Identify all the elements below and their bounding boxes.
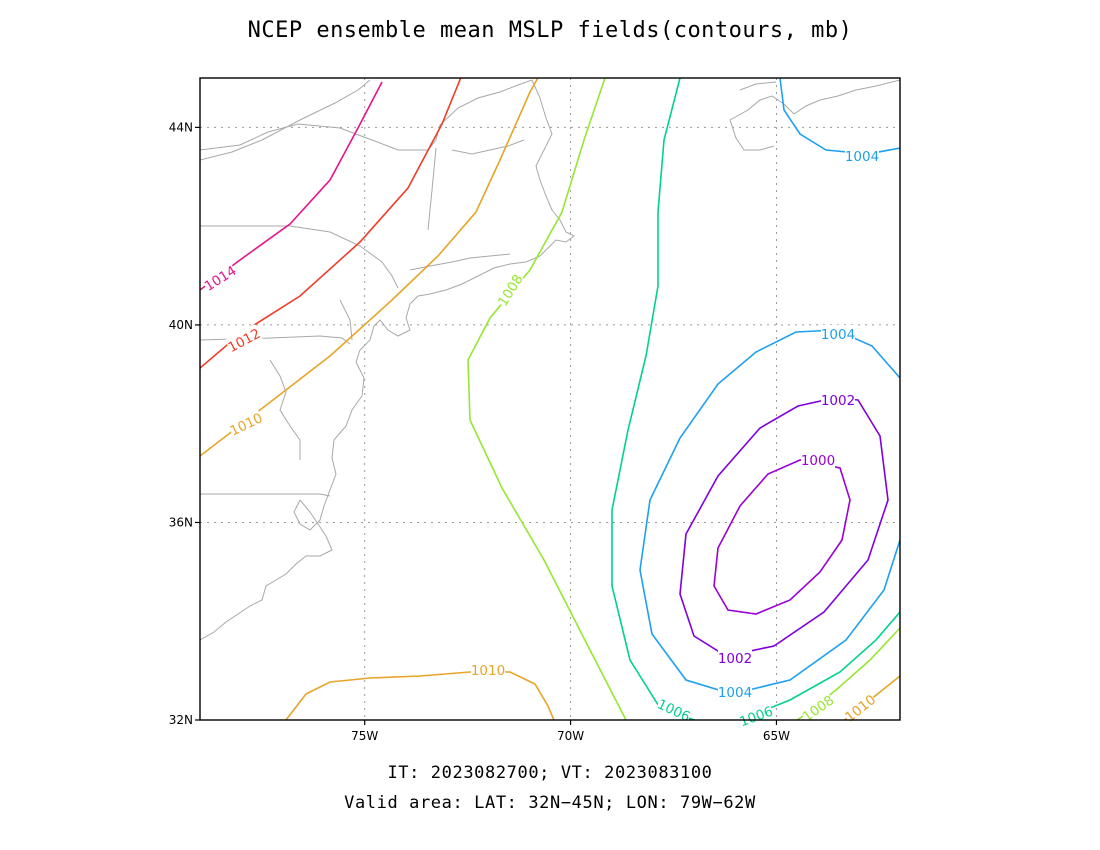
contour-label-text: 1006 — [737, 704, 775, 731]
contour-label: 1010 — [226, 408, 265, 440]
isobar-1006 — [611, 78, 697, 720]
isobar-1006-se — [737, 611, 900, 720]
lat-tick-label: 40N — [169, 318, 193, 332]
isobars — [200, 78, 900, 720]
contour-label: 1006 — [736, 701, 775, 731]
plot-frame — [199, 77, 901, 721]
footer-times: IT: 2023082700; VT: 2023083100 — [387, 763, 713, 783]
contour-label: 1010 — [471, 661, 505, 679]
isobar-1012 — [200, 78, 462, 369]
isobar-1010-south — [285, 671, 555, 720]
border-line-3 — [200, 493, 331, 497]
isobar-1010-north — [200, 78, 539, 457]
nova-scotia-2 — [729, 119, 775, 151]
border-line-5 — [451, 139, 525, 155]
nova-scotia-3 — [739, 81, 777, 91]
border-line-8 — [339, 299, 353, 341]
contour-label: 1004 — [845, 147, 879, 165]
isobar-1008 — [467, 78, 627, 720]
isobar-1004-main — [639, 329, 900, 695]
contour-label: 1002 — [718, 649, 752, 667]
contour-label-text: 1002 — [821, 393, 855, 409]
footer-valid-area: Valid area: LAT: 32N−45N; LON: 79W−62W — [344, 793, 756, 813]
isobar-1002 — [679, 397, 889, 657]
lat-tick-label: 36N — [169, 515, 193, 529]
gridlines — [200, 78, 900, 720]
coastline-carolinas — [200, 499, 333, 641]
contour-label-text: 1004 — [845, 149, 879, 165]
isobar-1004-north — [779, 78, 900, 155]
lat-tick-label: 32N — [169, 713, 193, 727]
border-line-7 — [269, 359, 301, 460]
contour-label-text: 1000 — [801, 453, 835, 469]
coastline-new-england — [200, 79, 371, 161]
contour-label: 1012 — [224, 324, 263, 356]
coastline-gulf-of-maine — [331, 79, 575, 475]
coastlines — [200, 79, 900, 641]
lat-tick-label: 44N — [169, 120, 193, 134]
lon-tick-label: 75W — [351, 729, 378, 743]
contour-label: 1004 — [821, 325, 855, 343]
contour-label: 1002 — [821, 391, 855, 409]
border-line-1 — [200, 225, 399, 289]
contour-label: 1000 — [801, 451, 835, 469]
lon-tick-label: 65W — [763, 729, 790, 743]
axis-ticks: 32N 36N 40N 44N 75W 70W 65W — [169, 120, 790, 743]
map-title: NCEP ensemble mean MSLP fields(contours,… — [247, 18, 853, 43]
contour-label-text: 1002 — [718, 651, 752, 667]
contour-label: 1014 — [200, 261, 239, 295]
coastline-chesapeake — [293, 473, 337, 531]
nova-scotia — [729, 79, 900, 121]
contour-label: 1006 — [655, 694, 694, 725]
contour-label: 1008 — [493, 270, 527, 309]
border-line-2 — [200, 335, 351, 345]
contour-label-text: 1004 — [718, 685, 752, 701]
contour-label-text: 1004 — [821, 327, 855, 343]
contour-label-text: 1010 — [471, 663, 505, 679]
border-line-4 — [427, 147, 437, 231]
lon-tick-label: 70W — [557, 729, 584, 743]
isobar-1014 — [200, 81, 383, 291]
coastline-maine — [200, 79, 533, 151]
isobar-1000 — [713, 459, 851, 615]
contour-label: 1004 — [718, 683, 752, 701]
